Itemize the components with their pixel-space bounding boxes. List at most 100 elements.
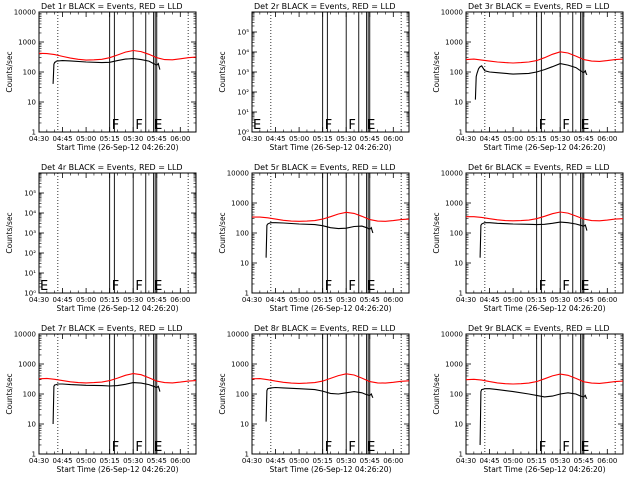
lld-series-line [38, 49, 197, 61]
y-tick-label: 1 [459, 290, 463, 298]
events-series-line [265, 222, 374, 258]
y-tick-label: 1000 [231, 361, 249, 369]
plot-frame [465, 333, 624, 455]
panel-3: Det 3r BLACK = Events, RED = LLD 1 10 100 10… [432, 2, 624, 152]
lld-series-line [466, 211, 624, 222]
x-tick-label: 04:30 [29, 296, 49, 304]
y-tick-label: 10 [240, 421, 249, 429]
panel-1: Det 1r BLACK = Events, RED = LLD 1 10 100 10… [5, 2, 197, 152]
y-tick-label: 10⁵ [237, 29, 249, 37]
y-tick-label: 1 [459, 451, 463, 459]
y-tick-label: 1 [32, 129, 36, 137]
x-tick-label: 05:30 [550, 296, 570, 304]
x-axis-label: Start Time (26-Sep-12 04:26:20) [57, 304, 179, 313]
x-tick-label: 05:30 [123, 457, 143, 465]
x-tick-label: 05:15 [527, 135, 547, 143]
marker-letter: E [154, 118, 162, 133]
events-series-line [265, 386, 374, 422]
panel-title: Det 6r BLACK = Events, RED = LLD [468, 163, 610, 172]
x-tick-label: 05:30 [550, 457, 570, 465]
x-tick-label: 04:45 [479, 135, 499, 143]
x-axis-label: Start Time (26-Sep-12 04:26:20) [57, 143, 179, 152]
y-axis-label: Counts/sec [5, 212, 14, 253]
marker-letter: F [325, 440, 332, 455]
x-tick-label: 05:45 [574, 135, 594, 143]
marker-letter: F [348, 118, 355, 133]
x-axis-label: Start Time (26-Sep-12 04:26:20) [57, 465, 179, 474]
y-axis-label: Counts/sec [432, 373, 441, 414]
panel-7: Det 7r BLACK = Events, RED = LLD 1 10 100 10… [5, 324, 197, 474]
y-tick-label: 10 [454, 260, 463, 268]
marker-letter: F [112, 118, 119, 133]
x-tick-label: 04:45 [479, 457, 499, 465]
y-tick-label: 10¹ [237, 109, 249, 117]
y-tick-label: 10 [27, 421, 36, 429]
y-tick-label: 10³ [24, 230, 36, 238]
y-tick-label: 1 [245, 290, 249, 298]
y-axis-label: Counts/sec [432, 212, 441, 253]
marker-letter: E [154, 279, 162, 294]
x-tick-label: 06:00 [597, 296, 617, 304]
panel-5: Det 5r BLACK = Events, RED = LLD 1 10 100 10… [218, 163, 410, 313]
panel-2: Det 2r BLACK = Events, RED = LLD 10⁰ 10¹ 10… [218, 2, 410, 152]
events-series-line [479, 221, 588, 258]
x-tick-label: 06:00 [383, 135, 403, 143]
x-tick-label: 04:30 [456, 296, 476, 304]
x-tick-label: 04:30 [456, 135, 476, 143]
y-axis-label: Counts/sec [5, 51, 14, 92]
x-tick-label: 04:45 [52, 135, 72, 143]
y-tick-label: 10² [237, 89, 249, 97]
x-tick-label: 05:15 [100, 457, 120, 465]
y-tick-label: 10000 [441, 331, 463, 339]
y-tick-label: 10 [454, 99, 463, 107]
marker-letter: F [325, 279, 332, 294]
panel-title: Det 7r BLACK = Events, RED = LLD [41, 324, 183, 333]
x-tick-label: 05:30 [336, 135, 356, 143]
lld-series-line [465, 51, 624, 64]
panel-9: Det 9r BLACK = Events, RED = LLD 1 10 100 10… [432, 324, 624, 474]
plot-frame [251, 11, 410, 133]
marker-letter: F [539, 440, 546, 455]
y-tick-label: 10⁴ [237, 49, 249, 57]
panel-title: Det 3r BLACK = Events, RED = LLD [468, 2, 610, 11]
panel-4: Det 4r BLACK = Events, RED = LLD 10⁰ 10¹ 10… [5, 163, 197, 313]
marker-letter: E [581, 440, 589, 455]
marker-letter: F [112, 279, 119, 294]
x-tick-label: 04:45 [265, 135, 285, 143]
x-tick-label: 05:15 [313, 457, 333, 465]
x-tick-label: 05:45 [147, 135, 167, 143]
x-axis-label: Start Time (26-Sep-12 04:26:20) [484, 304, 606, 313]
panel-title: Det 9r BLACK = Events, RED = LLD [468, 324, 610, 333]
y-tick-label: 10000 [14, 331, 36, 339]
x-tick-label: 05:30 [123, 135, 143, 143]
y-tick-label: 1000 [445, 39, 463, 47]
marker-letter: F [135, 118, 142, 133]
y-tick-label: 10000 [14, 9, 36, 17]
panel-6: Det 6r BLACK = Events, RED = LLD 1 10 100 10… [432, 163, 624, 313]
x-tick-label: 04:45 [52, 457, 72, 465]
marker-letter: E [367, 440, 375, 455]
y-tick-label: 100 [23, 391, 36, 399]
y-tick-label: 10³ [237, 69, 249, 77]
x-tick-label: 06:00 [383, 296, 403, 304]
x-tick-label: 05:45 [147, 296, 167, 304]
y-axis-label: Counts/sec [218, 212, 227, 253]
plot-frame [251, 172, 410, 294]
x-tick-label: 04:30 [242, 296, 262, 304]
panel-title: Det 8r BLACK = Events, RED = LLD [254, 324, 396, 333]
y-axis-label: Counts/sec [218, 373, 227, 414]
events-series-line [479, 388, 588, 446]
x-tick-label: 04:30 [456, 457, 476, 465]
plot-frame [38, 333, 197, 455]
y-tick-label: 10000 [441, 9, 463, 17]
x-tick-label: 06:00 [597, 135, 617, 143]
plot-frame [38, 172, 197, 294]
x-tick-label: 04:30 [29, 457, 49, 465]
events-series-line [52, 382, 161, 425]
y-tick-label: 1 [459, 129, 463, 137]
marker-letter: F [562, 440, 569, 455]
x-axis-label: Start Time (26-Sep-12 04:26:20) [270, 143, 392, 152]
events-series-line [52, 58, 161, 84]
y-axis-label: Counts/sec [218, 51, 227, 92]
